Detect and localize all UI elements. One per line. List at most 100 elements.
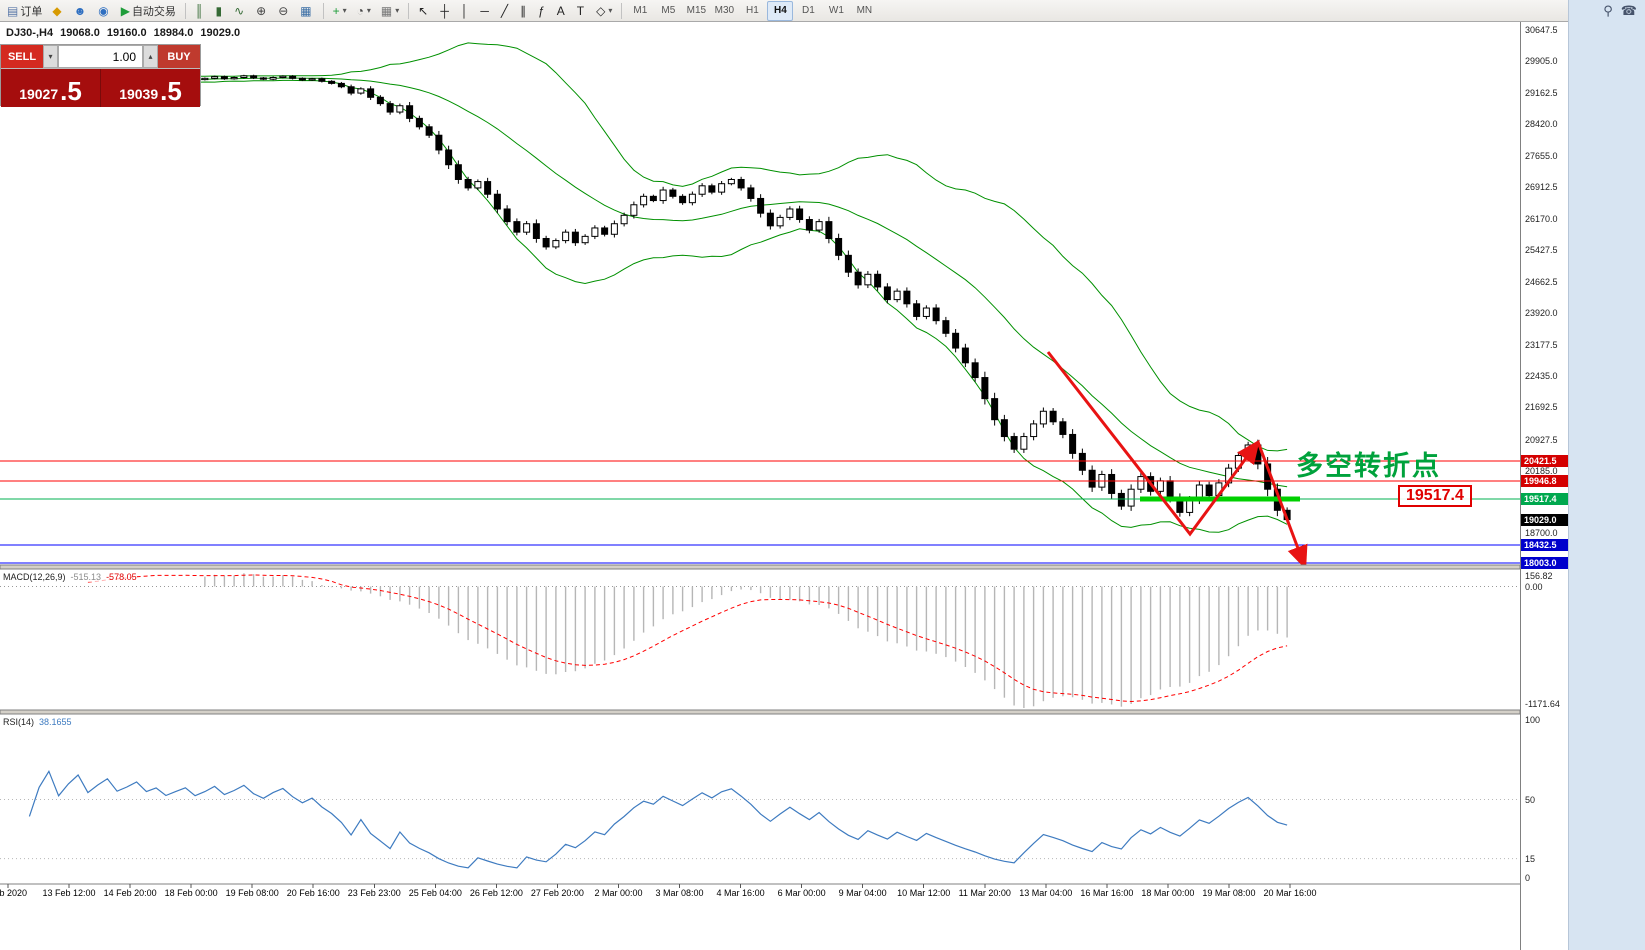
macd-signal-value: -578.05 [106, 572, 137, 582]
date-label: 2 Mar 00:00 [594, 888, 643, 898]
help-icon[interactable]: ◉ [94, 1, 114, 21]
search-icon[interactable]: ⚲ [1603, 3, 1613, 18]
volume-input[interactable] [58, 45, 143, 68]
price-tick-label: 29905.0 [1525, 56, 1558, 67]
sell-price-display[interactable]: 19027 .5 [1, 69, 100, 107]
volume-increase-button[interactable]: ▴ [143, 45, 158, 68]
horizontal-line-icon[interactable]: ─ [476, 1, 495, 21]
tile-windows-icon[interactable]: ▦ [296, 1, 317, 21]
time-scale[interactable]: Feb 2020 13 Feb 12:00 14 Feb 20:00 18 Feb 0… [0, 888, 1520, 904]
macd-signal-line [87, 574, 1288, 703]
timeframe-m1[interactable]: M1 [633, 5, 648, 16]
price-tick-label: 50 [1525, 794, 1536, 805]
autotrading-button[interactable]: ▶ 自动交易 [117, 1, 180, 21]
add-indicator-button[interactable]: + ▾ [329, 1, 351, 21]
date-label: 3 Mar 08:00 [655, 888, 704, 898]
date-label: 14 Feb 20:00 [103, 888, 157, 898]
support-chat-icon[interactable]: ☎ [1620, 3, 1637, 18]
chart-background [0, 22, 1520, 950]
vertical-line-icon[interactable]: │ [457, 1, 475, 21]
volume-decrease-button[interactable]: ▾ [43, 45, 58, 68]
price-tick-label: 156.82 [1525, 571, 1553, 581]
label-icon-glyph: T [576, 3, 585, 18]
price-tick-label: 20185.0 [1525, 465, 1558, 476]
chart-close: 19029.0 [200, 27, 241, 39]
shapes-selector[interactable]: ◇ ▾ [592, 1, 616, 21]
sell-button[interactable]: SELL [1, 45, 43, 68]
date-label: 27 Feb 20:00 [530, 888, 584, 898]
date-label: 20 Feb 16:00 [286, 888, 340, 898]
period-selector[interactable]: ◔ ▾ [353, 1, 375, 21]
timeframe-m30[interactable]: M30 [714, 5, 735, 16]
community-icon[interactable]: ☻ [70, 1, 93, 21]
template-selector[interactable]: ▦ ▾ [377, 1, 403, 21]
text-icon[interactable]: A [553, 1, 571, 21]
crosshair-icon[interactable]: ┼ [436, 1, 455, 21]
toolbar-separator [408, 2, 410, 19]
price-tick-label: -1171.64 [1525, 699, 1560, 709]
trendline-icon[interactable]: ╱ [497, 1, 514, 21]
timeframe-mn[interactable]: MN [856, 5, 873, 16]
timeframe-m5[interactable]: M5 [661, 5, 676, 16]
bars-chart-icon[interactable]: ║ [191, 1, 210, 21]
pane-separator[interactable] [0, 709, 1520, 715]
one-click-trading-panel: SELL ▾ ▴ BUY 19027 .5 19039 .5 [0, 44, 201, 107]
tile-windows-icon-glyph: ▦ [300, 3, 312, 18]
date-label: 16 Mar 16:00 [1080, 888, 1134, 898]
chart-symbol-period: DJ30-,H4 [6, 27, 54, 39]
autotrading-button-label: 自动交易 [131, 5, 176, 18]
trend-arrow[interactable] [1256, 441, 1308, 570]
price-level-label: 20421.5 [1521, 454, 1569, 467]
rsi-indicator [0, 769, 1520, 869]
macd-indicator [0, 573, 1520, 708]
zoom-in-icon[interactable]: ⊕ [252, 1, 272, 21]
buy-price-main: 19039 [119, 86, 159, 102]
turning-point-annotation[interactable]: 多空转折点 [1296, 451, 1441, 481]
cursor-icon-glyph: ↖ [418, 3, 429, 18]
trend-arrows[interactable] [1046, 351, 1308, 570]
price-tick-label: 100 [1525, 715, 1541, 725]
price-tick-label: 26912.5 [1525, 182, 1558, 193]
label-icon[interactable]: T [573, 1, 590, 21]
timeframe-w1[interactable]: W1 [828, 5, 844, 16]
fibonacci-icon[interactable]: ƒ [534, 1, 551, 21]
date-label: 6 Mar 00:00 [777, 888, 826, 898]
date-label: 4 Mar 16:00 [716, 888, 765, 898]
rsi-indicator-header: RSI(14) 38.1655 [3, 717, 72, 727]
orders-button[interactable]: ▤ 订单 [3, 1, 46, 21]
buy-price-display[interactable]: 19039 .5 [100, 69, 200, 107]
channel-icon-glyph: ∥ [520, 3, 527, 18]
price-tick-label: 15 [1525, 853, 1536, 864]
right-side-panel: ⚲ ☎ [1568, 0, 1645, 950]
add-indicator-glyph: + [332, 3, 340, 18]
chart-ohlc-header: DJ30-,H4 19068.0 19160.0 18984.0 19029.0 [6, 27, 247, 39]
price-chart[interactable] [0, 22, 1520, 950]
shapes-glyph: ◇ [596, 3, 606, 18]
date-label: Feb 2020 [0, 888, 28, 898]
price-tick-label: 28420.0 [1525, 118, 1558, 129]
buy-button[interactable]: BUY [158, 45, 200, 68]
timeframe-h1[interactable]: H1 [745, 5, 759, 16]
trend-arrow[interactable] [1046, 351, 1260, 537]
price-tag-annotation[interactable]: 19517.4 [1398, 485, 1472, 507]
timeframe-h4[interactable]: H4 [767, 0, 794, 21]
bars-chart-icon-glyph: ║ [194, 3, 204, 18]
zoom-out-icon[interactable]: ⊖ [274, 1, 294, 21]
chevron-down-icon: ▾ [608, 6, 613, 15]
date-label: 19 Mar 08:00 [1202, 888, 1256, 898]
pane-separator[interactable] [0, 564, 1520, 570]
timeframe-m15[interactable]: M15 [686, 5, 707, 16]
cursor-icon[interactable]: ↖ [414, 1, 434, 21]
date-label: 19 Feb 08:00 [225, 888, 279, 898]
price-scale[interactable]: 30647.5 29905.0 29162.5 28420.0 27655.0 26912… [1520, 22, 1569, 950]
candlestick-chart-icon[interactable]: ▮ [211, 1, 228, 21]
support-highlight-band[interactable] [1140, 496, 1300, 502]
line-chart-icon[interactable]: ∿ [230, 1, 250, 21]
macd-indicator-header: MACD(12,26,9) -515.13 -578.05 [3, 572, 137, 582]
zoom-in-icon-glyph: ⊕ [256, 3, 267, 18]
timeframe-d1[interactable]: D1 [801, 5, 815, 16]
price-level-label: 19946.8 [1521, 474, 1569, 487]
channel-icon[interactable]: ∥ [516, 1, 532, 21]
deposit-icon[interactable]: ◆ [48, 1, 67, 21]
price-level-label: 18432.5 [1521, 538, 1569, 551]
